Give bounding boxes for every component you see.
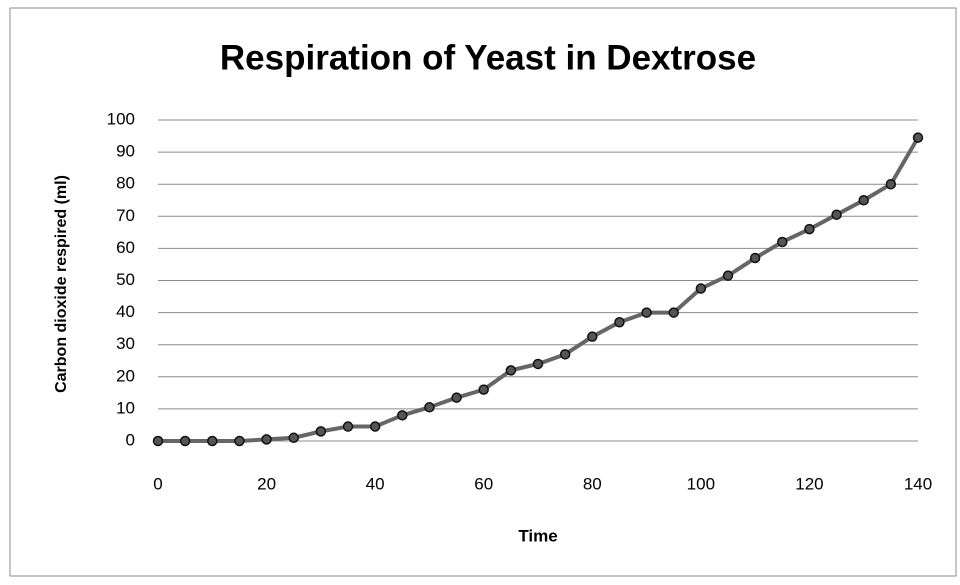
x-tick-label: 40 (366, 474, 385, 493)
x-tick-label: 80 (583, 474, 602, 493)
data-point (858, 195, 869, 206)
x-tick-label: 20 (257, 474, 276, 493)
y-tick-label: 60 (116, 238, 135, 257)
y-tick-label: 70 (116, 206, 135, 225)
data-point (288, 432, 299, 444)
data-point (451, 392, 462, 403)
data-point (505, 365, 517, 376)
data-point (478, 384, 489, 395)
data-point (749, 252, 761, 264)
data-point (668, 307, 679, 318)
data-point (234, 435, 245, 447)
y-tick-label: 0 (126, 430, 135, 449)
y-tick-label: 40 (116, 302, 135, 321)
data-point (912, 132, 924, 143)
data-point (342, 421, 354, 432)
data-point (207, 435, 218, 447)
data-point (804, 223, 815, 235)
data-point (179, 435, 191, 447)
data-point (532, 358, 544, 370)
x-tick-label: 60 (474, 474, 493, 493)
data-point (152, 435, 164, 447)
data-point (397, 410, 408, 421)
y-tick-label: 30 (116, 334, 135, 353)
chart-title: Respiration of Yeast in Dextrose (220, 38, 756, 77)
data-point (315, 426, 327, 437)
data-point (261, 434, 272, 445)
y-tick-label: 10 (116, 398, 135, 417)
x-tick-label: 120 (795, 474, 823, 493)
data-point (587, 331, 598, 342)
y-tick-label: 90 (116, 142, 135, 161)
y-tick-label: 100 (107, 109, 135, 128)
x-axis-label: Time (518, 526, 557, 545)
y-tick-label: 20 (116, 366, 135, 385)
x-tick-label: 0 (153, 474, 162, 493)
y-axis-label: Carbon dioxide respired (ml) (53, 175, 70, 393)
data-point (614, 316, 625, 328)
data-point (722, 270, 734, 281)
data-point (885, 178, 897, 190)
y-tick-label: 80 (116, 174, 135, 193)
y-tick-label: 50 (116, 270, 135, 289)
data-point (424, 402, 435, 413)
x-tick-label: 100 (687, 474, 715, 493)
chart-border (9, 7, 957, 577)
x-tick-label: 140 (904, 474, 932, 493)
data-point (369, 421, 381, 432)
data-point (777, 236, 788, 248)
data-point (559, 349, 571, 360)
data-point (641, 307, 652, 318)
data-point (695, 283, 707, 294)
data-point (831, 209, 842, 220)
